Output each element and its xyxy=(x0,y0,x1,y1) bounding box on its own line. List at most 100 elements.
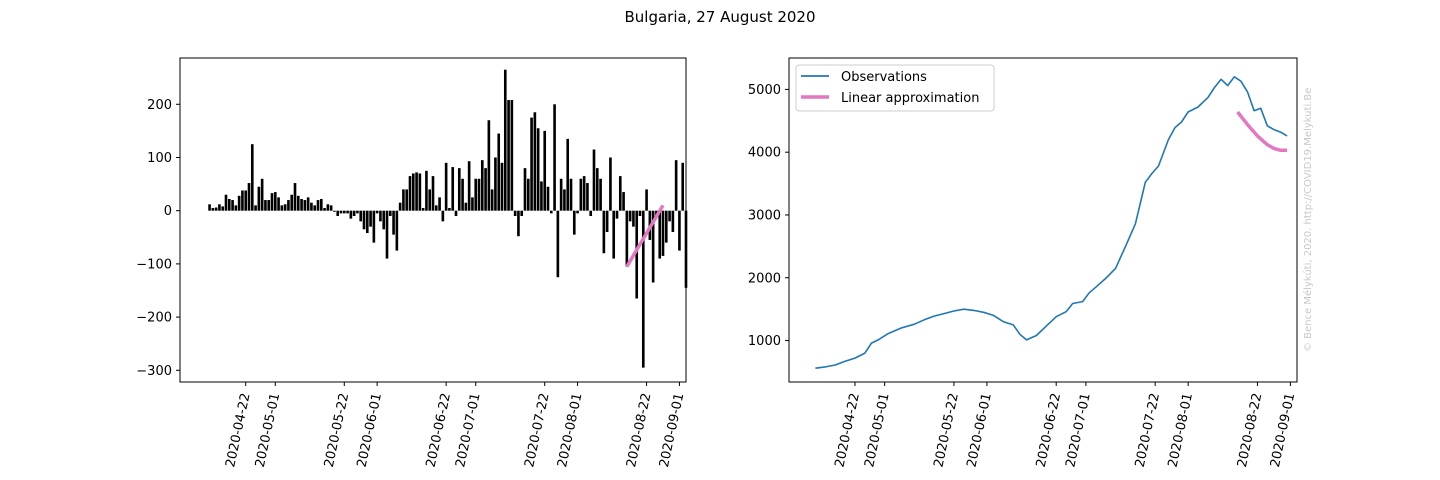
bar xyxy=(342,210,346,214)
bar xyxy=(651,210,655,283)
bar xyxy=(556,210,560,278)
bar xyxy=(618,176,622,211)
bar xyxy=(467,161,471,211)
bar xyxy=(411,173,415,211)
bar xyxy=(612,210,616,259)
line-chart-y-axis: 1000 2000 3000 4000 5000 xyxy=(748,83,789,349)
bar-chart-ytick-label: 100 xyxy=(147,151,172,166)
bar xyxy=(586,183,589,211)
bar xyxy=(553,104,556,211)
bar-chart-xtick-label: 2020-04-22 xyxy=(223,392,253,469)
bar xyxy=(503,69,507,211)
bar xyxy=(674,160,678,211)
bar xyxy=(615,210,619,219)
bar xyxy=(490,189,494,211)
bar xyxy=(303,200,307,211)
bar xyxy=(477,178,481,211)
bar xyxy=(605,210,609,232)
bar xyxy=(280,205,284,211)
line-chart-ytick-label: 2000 xyxy=(748,271,781,286)
bar xyxy=(622,192,625,211)
bar xyxy=(379,210,382,222)
bar xyxy=(290,194,294,211)
bar-chart-ytick-label: −200 xyxy=(136,311,172,326)
bar-chart-xtick-label: 2020-06-22 xyxy=(424,392,454,469)
bar xyxy=(444,162,448,211)
bar xyxy=(559,178,563,211)
bar xyxy=(250,144,254,211)
bar xyxy=(563,189,566,211)
bar xyxy=(520,210,524,217)
bar xyxy=(457,168,461,211)
bar xyxy=(333,210,336,212)
bar xyxy=(356,210,359,214)
bar xyxy=(632,210,635,227)
bar xyxy=(549,210,553,214)
legend-observations-label: Observations xyxy=(841,70,927,85)
bar xyxy=(254,205,257,211)
bar xyxy=(441,210,445,222)
bar xyxy=(313,205,317,211)
line-chart-frame xyxy=(788,57,1298,383)
bar-chart-xtick-label: 2020-08-22 xyxy=(624,392,654,469)
bar xyxy=(398,202,402,211)
bar xyxy=(264,200,267,211)
line-chart-ytick-label: 3000 xyxy=(748,208,781,223)
bar xyxy=(218,204,221,211)
bar xyxy=(277,197,280,211)
bar-chart-xtick-label: 2020-08-01 xyxy=(555,392,585,469)
line-chart-xtick-label: 2020-08-22 xyxy=(1235,392,1265,469)
bar xyxy=(241,190,244,211)
bar xyxy=(536,128,540,211)
bar xyxy=(569,178,573,211)
bar xyxy=(352,210,356,217)
bar xyxy=(431,176,435,211)
bar xyxy=(221,206,225,211)
bar xyxy=(625,210,629,267)
bar xyxy=(346,210,349,214)
bar xyxy=(448,208,451,211)
bar xyxy=(296,195,300,211)
credit-text: © Bence Mélykúti, 2020. http://COVID19.M… xyxy=(1302,88,1314,352)
bar xyxy=(464,202,468,211)
bar xyxy=(257,186,261,211)
bar xyxy=(365,210,369,234)
bar xyxy=(408,176,412,211)
bar xyxy=(293,183,297,211)
line-chart-xtick-label: 2020-04-22 xyxy=(833,392,863,469)
bar xyxy=(497,133,501,211)
line-chart-x-axis: 2020-04-22 2020-05-01 2020-05-22 2020-06-01… xyxy=(833,382,1298,469)
bar xyxy=(438,197,441,211)
bar xyxy=(530,117,533,211)
bar xyxy=(319,198,323,211)
bar xyxy=(645,189,648,211)
line-chart-panel: 1000 2000 3000 4000 5000 2020-04-22 2020-05-0… xyxy=(748,57,1298,469)
bar-chart-ytick-label: −100 xyxy=(136,257,172,272)
bar-chart-y-axis: −300 −200 −100 0 100 200 xyxy=(136,98,180,379)
line-chart-xtick-label: 2020-08-01 xyxy=(1166,392,1196,469)
bar xyxy=(267,200,271,211)
bar xyxy=(589,210,593,217)
bar xyxy=(579,178,583,211)
bar xyxy=(546,186,550,211)
bar xyxy=(402,189,405,211)
line-chart-xtick-label: 2020-05-22 xyxy=(931,392,961,469)
bar xyxy=(300,198,303,211)
bar xyxy=(326,204,330,211)
bar-chart-xtick-label: 2020-07-22 xyxy=(522,392,552,469)
bar xyxy=(461,178,464,211)
line-chart-xtick-label: 2020-06-01 xyxy=(964,392,994,469)
bar xyxy=(415,172,418,211)
bar xyxy=(244,190,248,211)
bar xyxy=(487,120,491,211)
bar xyxy=(434,205,438,211)
bar xyxy=(471,197,474,211)
bar xyxy=(362,210,366,230)
bar xyxy=(260,178,264,211)
bar xyxy=(451,167,455,211)
bar xyxy=(329,205,333,211)
bar xyxy=(359,210,363,222)
line-chart-xtick-label: 2020-09-01 xyxy=(1268,392,1298,469)
bar xyxy=(661,210,665,256)
bar xyxy=(234,205,238,211)
